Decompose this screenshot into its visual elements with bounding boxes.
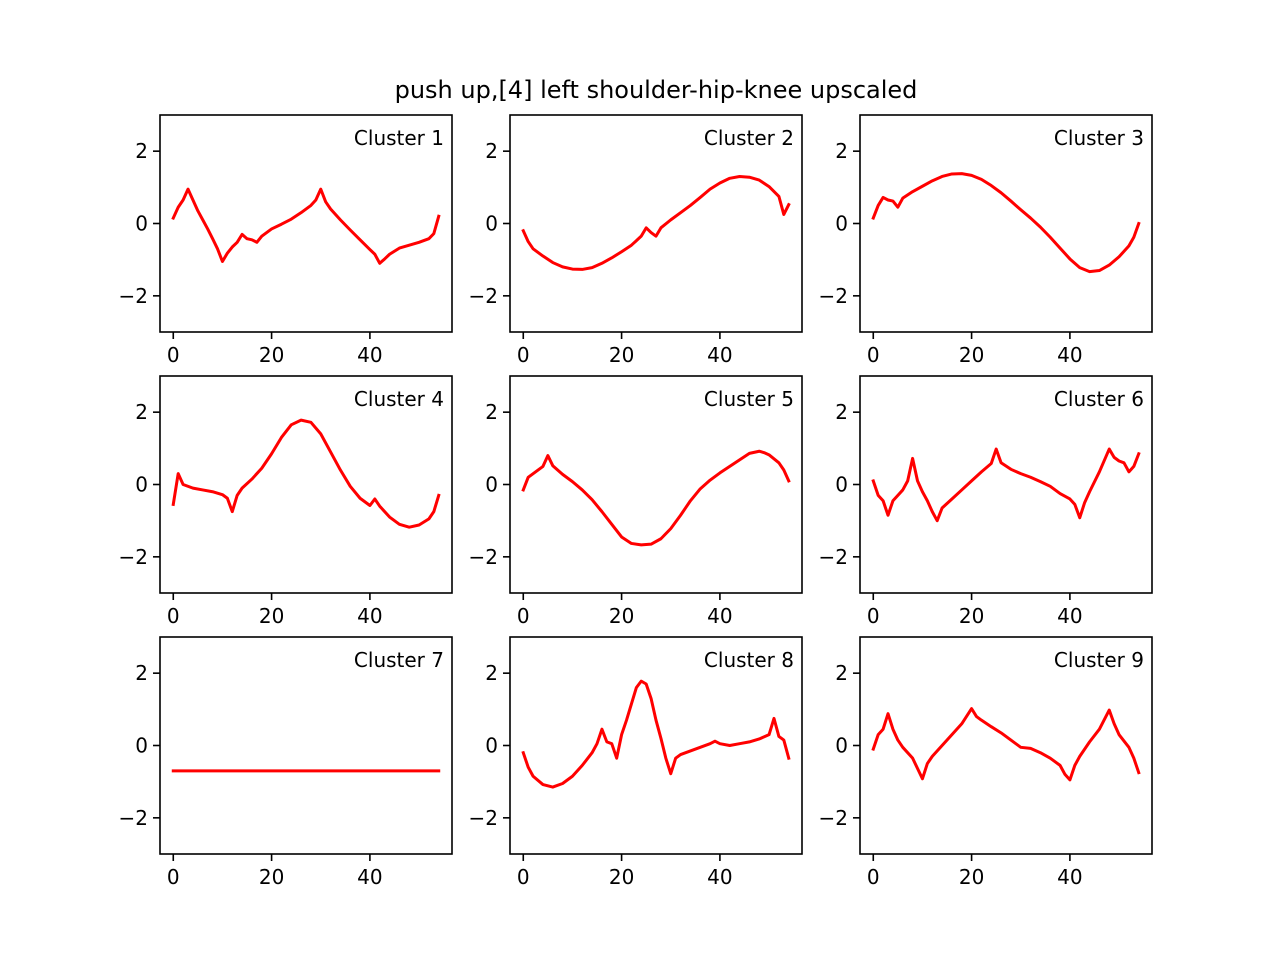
subplot-cluster-4: 0 20 40 −2 0 2 Cluster 4 xyxy=(119,375,453,628)
x-tick-label: 20 xyxy=(959,865,984,889)
y-tick-label: 0 xyxy=(135,734,148,758)
x-tick-label: 40 xyxy=(357,343,382,367)
x-tick-label: 40 xyxy=(1057,604,1082,628)
x-tick-label: 20 xyxy=(609,604,634,628)
series-line-cluster-8 xyxy=(521,679,791,789)
y-tick-label: 0 xyxy=(835,473,848,497)
x-tick-label: 0 xyxy=(517,343,530,367)
x-tick-label: 40 xyxy=(707,604,732,628)
y-tick-label: 2 xyxy=(135,400,148,424)
y-tick-label: 2 xyxy=(835,400,848,424)
series-line-cluster-6 xyxy=(871,447,1141,523)
cluster-label: Cluster 5 xyxy=(704,387,794,411)
cluster-label: Cluster 7 xyxy=(354,648,444,672)
subplot-cluster-1: 0 20 40 −2 0 2 Cluster 1 xyxy=(119,114,453,367)
series-line-cluster-5 xyxy=(521,449,791,547)
y-tick-label: 2 xyxy=(485,139,498,163)
y-tick-label: −2 xyxy=(469,806,498,830)
y-tick-label: 2 xyxy=(135,139,148,163)
x-tick-label: 0 xyxy=(167,604,180,628)
x-tick-label: 40 xyxy=(707,865,732,889)
subplot-cluster-2: 0 20 40 −2 0 2 Cluster 2 xyxy=(469,114,803,367)
subplot-cluster-9: 0 20 40 −2 0 2 Cluster 9 xyxy=(819,636,1153,889)
x-tick-label: 40 xyxy=(357,865,382,889)
y-tick-label: −2 xyxy=(469,545,498,569)
y-tick-label: 2 xyxy=(485,400,498,424)
x-tick-label: 40 xyxy=(707,343,732,367)
x-tick-label: 20 xyxy=(259,865,284,889)
cluster-label: Cluster 3 xyxy=(1054,126,1144,150)
cluster-label: Cluster 8 xyxy=(704,648,794,672)
y-tick-label: 0 xyxy=(485,212,498,236)
x-tick-label: 40 xyxy=(1057,865,1082,889)
x-tick-label: 20 xyxy=(259,343,284,367)
y-tick-label: −2 xyxy=(819,806,848,830)
cluster-label: Cluster 1 xyxy=(354,126,444,150)
subplot-cluster-5: 0 20 40 −2 0 2 Cluster 5 xyxy=(469,375,803,628)
y-tick-label: −2 xyxy=(469,284,498,308)
x-tick-label: 0 xyxy=(167,865,180,889)
subplot-cluster-8: 0 20 40 −2 0 2 Cluster 8 xyxy=(469,636,803,889)
x-tick-label: 20 xyxy=(959,604,984,628)
x-tick-label: 20 xyxy=(609,865,634,889)
y-tick-label: −2 xyxy=(119,284,148,308)
y-tick-label: 0 xyxy=(485,734,498,758)
y-tick-label: 0 xyxy=(835,734,848,758)
y-tick-label: −2 xyxy=(119,806,148,830)
x-tick-label: 20 xyxy=(609,343,634,367)
cluster-label: Cluster 2 xyxy=(704,126,794,150)
y-tick-label: 0 xyxy=(135,212,148,236)
x-tick-label: 0 xyxy=(867,865,880,889)
cluster-label: Cluster 9 xyxy=(1054,648,1144,672)
series-line-cluster-3 xyxy=(871,172,1141,274)
y-tick-label: 0 xyxy=(485,473,498,497)
y-tick-label: 0 xyxy=(835,212,848,236)
subplot-cluster-7: 0 20 40 −2 0 2 Cluster 7 xyxy=(119,636,453,889)
y-tick-label: −2 xyxy=(119,545,148,569)
series-line-cluster-9 xyxy=(871,707,1141,782)
y-tick-label: 2 xyxy=(135,661,148,685)
cluster-label: Cluster 6 xyxy=(1054,387,1144,411)
x-tick-label: 0 xyxy=(867,343,880,367)
x-tick-label: 0 xyxy=(167,343,180,367)
x-tick-label: 40 xyxy=(1057,343,1082,367)
x-tick-label: 20 xyxy=(959,343,984,367)
x-tick-label: 0 xyxy=(867,604,880,628)
series-line-cluster-4 xyxy=(171,418,441,529)
y-tick-label: 2 xyxy=(835,661,848,685)
series-line-cluster-2 xyxy=(521,174,791,271)
subplot-cluster-3: 0 20 40 −2 0 2 Cluster 3 xyxy=(819,114,1153,367)
x-tick-label: 20 xyxy=(259,604,284,628)
cluster-label: Cluster 4 xyxy=(354,387,444,411)
y-tick-label: −2 xyxy=(819,545,848,569)
x-tick-label: 40 xyxy=(357,604,382,628)
y-tick-label: −2 xyxy=(819,284,848,308)
x-tick-label: 0 xyxy=(517,865,530,889)
y-tick-label: 2 xyxy=(835,139,848,163)
y-tick-label: 2 xyxy=(485,661,498,685)
series-line-cluster-1 xyxy=(171,187,441,265)
subplot-cluster-6: 0 20 40 −2 0 2 Cluster 6 xyxy=(819,375,1153,628)
figure-title: push up,[4] left shoulder-hip-knee upsca… xyxy=(395,76,918,104)
x-tick-label: 0 xyxy=(517,604,530,628)
y-tick-label: 0 xyxy=(135,473,148,497)
